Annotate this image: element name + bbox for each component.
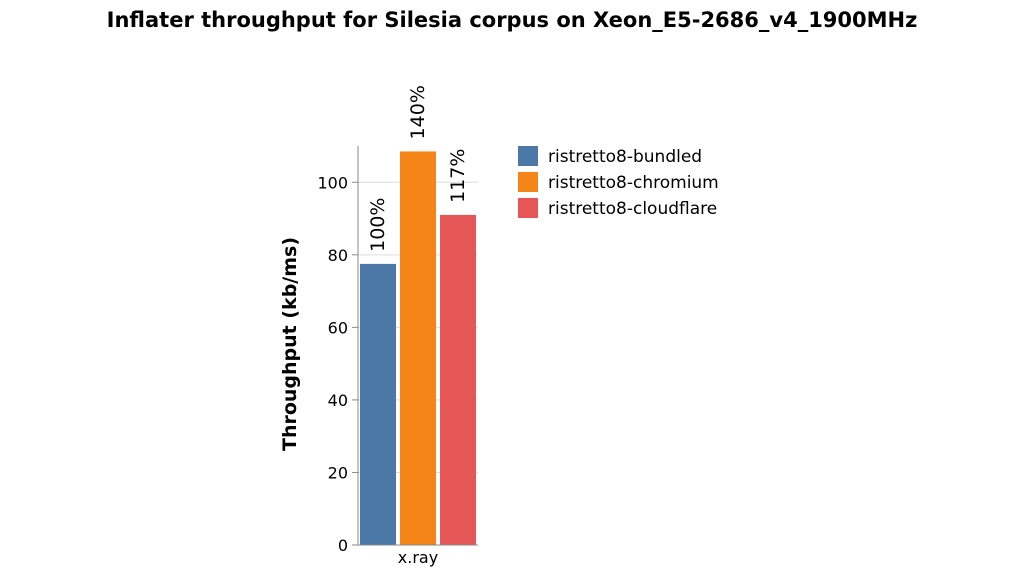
bar-labels: 100% 140% 117% [367,85,469,252]
bars [360,151,476,545]
bar-ristretto8-chromium [400,151,436,545]
bar-label: 140% [407,85,429,139]
chart-title: Inflater throughput for Silesia corpus o… [106,8,918,32]
y-tick-label: 100 [317,173,348,192]
legend-label: ristretto8-cloudflare [548,199,717,219]
y-tick-label: 60 [328,318,348,337]
bar-ristretto8-bundled [360,263,396,545]
legend-swatch [518,146,538,166]
legend-label: ristretto8-bundled [548,147,702,167]
x-tick-label: x.ray [398,548,438,567]
legend-swatch [518,172,538,192]
legend-label: ristretto8-chromium [548,173,719,193]
y-tick-label: 40 [328,391,348,410]
y-tick-label: 0 [338,536,348,555]
bar-label: 117% [447,149,469,203]
legend: ristretto8-bundled ristretto8-chromium ris… [518,146,719,219]
y-tick-label: 20 [328,463,348,482]
bar-label: 100% [367,198,389,252]
bar-ristretto8-cloudflare [440,214,476,545]
y-axis-label: Throughput (kb/ms) [279,237,301,451]
x-axis: x.ray [358,544,478,567]
y-tick-label: 80 [328,246,348,265]
legend-swatch [518,198,538,218]
y-axis: 0 20 40 60 80 100 [317,146,359,555]
